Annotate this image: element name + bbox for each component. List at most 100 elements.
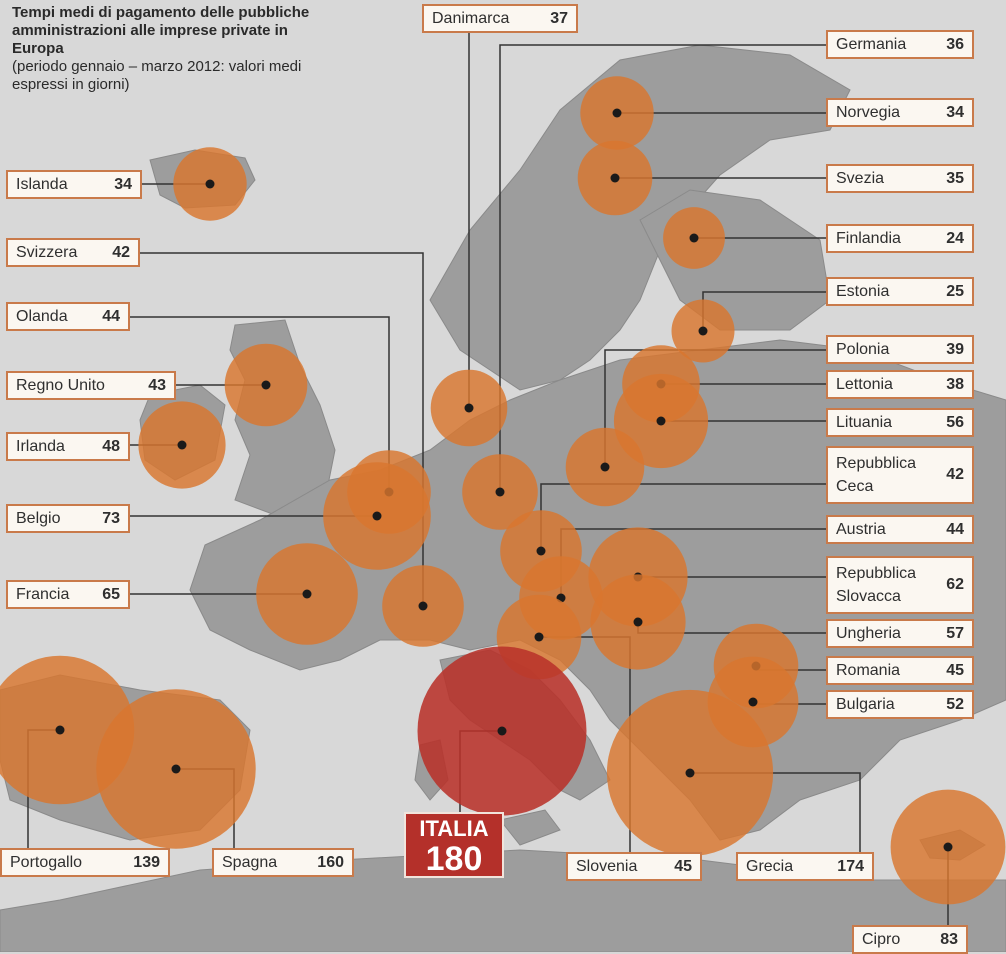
- label-value: 57: [946, 624, 964, 642]
- label-value: 36: [946, 35, 964, 53]
- label-name: Finlandia: [836, 229, 901, 247]
- italia-value: 180: [425, 840, 483, 878]
- italia-name: ITALIA: [419, 816, 489, 841]
- label-value: 65: [102, 585, 120, 603]
- label-name: Cipro: [862, 930, 901, 948]
- dot-repubblica-ceca: [536, 546, 546, 556]
- label-value: 35: [946, 169, 964, 187]
- label-value: 45: [674, 857, 692, 875]
- label-value: 52: [946, 695, 964, 713]
- label-lettonia: Lettonia 38: [826, 370, 974, 399]
- label-francia: Francia 65: [6, 580, 130, 609]
- label-polonia: Polonia 39: [826, 335, 974, 364]
- label-value: 25: [946, 282, 964, 300]
- label-value: 43: [148, 376, 166, 394]
- label-value: 39: [946, 340, 964, 358]
- label-value: 24: [946, 229, 964, 247]
- label-value: 139: [133, 853, 160, 871]
- dot-spagna: [171, 764, 181, 774]
- scandinavia-shape: [429, 44, 851, 391]
- label-islanda: Islanda 34: [6, 170, 142, 199]
- label-value: 56: [946, 413, 964, 431]
- dot-slovenia: [534, 632, 544, 642]
- dot-islanda: [205, 179, 215, 189]
- label-name: Danimarca: [432, 9, 510, 27]
- dot-regno-unito: [261, 380, 271, 390]
- dot-lituania: [656, 416, 666, 426]
- label-svizzera: Svizzera 42: [6, 238, 140, 267]
- label-name: Olanda: [16, 307, 68, 325]
- label-name: Irlanda: [16, 437, 65, 455]
- label-name: Estonia: [836, 282, 890, 300]
- label-irlanda: Irlanda 48: [6, 432, 130, 461]
- label-cipro: Cipro 83: [852, 925, 968, 954]
- label-name: Svezia: [836, 169, 885, 187]
- dot-irlanda: [177, 440, 187, 450]
- label-value: 160: [317, 853, 344, 871]
- label-value: 38: [946, 375, 964, 393]
- dot-estonia: [698, 326, 708, 336]
- dot-polonia: [600, 462, 610, 472]
- label-name: Svizzera: [16, 243, 78, 261]
- label-lituania: Lituania 56: [826, 408, 974, 437]
- label-value: 174: [837, 857, 864, 875]
- label-repubblica-ceca: Repubblica Ceca 42: [826, 446, 974, 504]
- dot-portogallo: [55, 725, 65, 735]
- label-value: 37: [550, 9, 568, 27]
- label-name: Bulgaria: [836, 695, 895, 713]
- label-name: Repubblica Ceca: [836, 455, 917, 495]
- label-value: 42: [946, 466, 964, 483]
- leader-line-germania: [499, 44, 826, 492]
- label-name: Romania: [836, 661, 901, 679]
- dot-francia: [302, 589, 312, 599]
- chart-title: Tempi medi di pagamento delle pubbliche …: [12, 4, 310, 57]
- label-name: Slovenia: [576, 857, 638, 875]
- label-name: Regno Unito: [16, 376, 105, 394]
- label-name: Norvegia: [836, 103, 901, 121]
- label-value: 44: [946, 520, 964, 538]
- label-finlandia: Finlandia 24: [826, 224, 974, 253]
- label-name: Austria: [836, 520, 886, 538]
- label-name: Ungheria: [836, 624, 901, 642]
- label-germania: Germania 36: [826, 30, 974, 59]
- label-grecia: Grecia 174: [736, 852, 874, 881]
- title-block: Tempi medi di pagamento delle pubbliche …: [12, 4, 342, 94]
- label-value: 42: [112, 243, 130, 261]
- label-danimarca: Danimarca 37: [422, 4, 578, 33]
- dot-grecia: [685, 768, 695, 778]
- label-austria: Austria 44: [826, 515, 974, 544]
- dot-cipro: [943, 842, 953, 852]
- label-portogallo: Portogallo 139: [0, 848, 170, 877]
- leader-line-olanda: [130, 316, 390, 492]
- dot-bulgaria: [748, 697, 758, 707]
- dot-finlandia: [689, 233, 699, 243]
- label-name: Polonia: [836, 340, 890, 358]
- dot-norvegia: [612, 108, 622, 118]
- dot-ungheria: [633, 617, 643, 627]
- label-name: Grecia: [746, 857, 794, 875]
- label-ungheria: Ungheria 57: [826, 619, 974, 648]
- label-regno-unito: Regno Unito 43: [6, 371, 176, 400]
- bubbles: [0, 76, 1006, 905]
- label-name: Islanda: [16, 175, 68, 193]
- dot-germania: [495, 487, 505, 497]
- label-value: 45: [946, 661, 964, 679]
- label-value: 34: [114, 175, 132, 193]
- dot-svezia: [610, 173, 620, 183]
- label-belgio: Belgio 73: [6, 504, 130, 533]
- label-italia: ITALIA 180: [404, 812, 504, 878]
- label-value: 34: [946, 103, 964, 121]
- label-name: Spagna: [222, 853, 278, 871]
- label-repubblica-slovacca: Repubblica Slovacca 62: [826, 556, 974, 614]
- label-name: Lettonia: [836, 375, 893, 393]
- label-name: Belgio: [16, 509, 61, 527]
- dot-svizzera: [418, 601, 428, 611]
- label-spagna: Spagna 160: [212, 848, 354, 877]
- dot-belgio: [372, 511, 382, 521]
- chart-subtitle: (periodo gennaio – marzo 2012: valori me…: [12, 58, 302, 93]
- label-slovenia: Slovenia 45: [566, 852, 702, 881]
- label-name: Francia: [16, 585, 70, 603]
- label-value: 62: [946, 576, 964, 593]
- label-bulgaria: Bulgaria 52: [826, 690, 974, 719]
